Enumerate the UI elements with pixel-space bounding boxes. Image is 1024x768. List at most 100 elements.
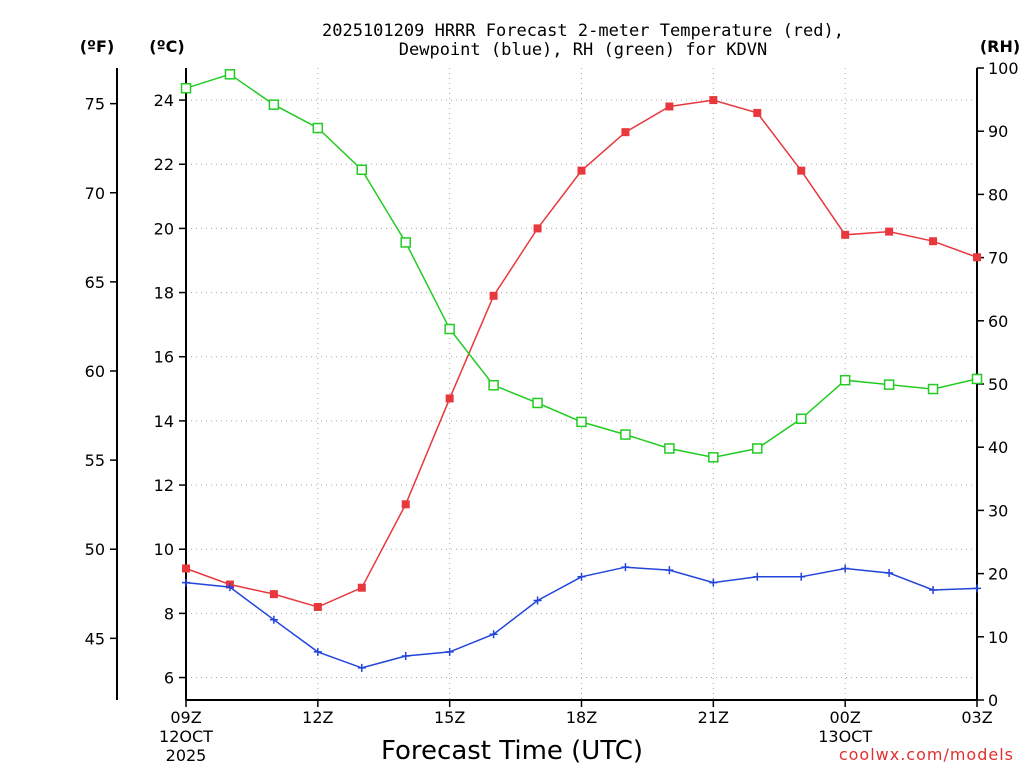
rh-point [883, 379, 895, 390]
time-tick-date-label: 12OCT [159, 727, 213, 746]
credit-text: coolwx.com/models [839, 745, 1014, 764]
fahrenheit-tick-label: 50 [85, 540, 105, 559]
temperature-point [577, 166, 586, 175]
rh-tick-label: 70 [988, 249, 1008, 268]
dewpoint-line [185, 566, 978, 669]
temperature-point [445, 394, 454, 403]
dewpoint-point [797, 572, 806, 581]
time-tick-label: 03Z [961, 708, 992, 727]
celsius-tick-label: 20 [154, 219, 174, 238]
temperature-point [182, 564, 190, 573]
celsius-tick-label: 16 [154, 348, 174, 367]
time-tick-label: 09Z [170, 708, 201, 727]
time-tick-date-label: 13OCT [818, 727, 872, 746]
dewpoint-point [753, 572, 762, 581]
rh-point [971, 373, 983, 385]
fahrenheit-tick-label: 65 [85, 273, 105, 292]
rh-point [224, 69, 236, 80]
rh-line [185, 73, 978, 459]
rh-unit-label: (RH) [980, 37, 1020, 56]
fahrenheit-unit-label: (ºF) [80, 37, 115, 56]
celsius-tick-label: 24 [154, 91, 174, 110]
dewpoint-series [182, 563, 981, 672]
time-tick-year-label: 2025 [166, 746, 207, 765]
dewpoint-point [489, 630, 498, 639]
rh-point [532, 397, 543, 409]
celsius-tick-label: 10 [154, 540, 174, 559]
temperature-point [621, 128, 630, 137]
time-tick-label: 18Z [566, 708, 597, 727]
time-tick-label: 12Z [302, 708, 333, 727]
temperature-point [665, 102, 674, 111]
rh-point [356, 164, 368, 176]
rh-point [664, 443, 675, 454]
celsius-tick-label: 22 [154, 155, 174, 174]
dewpoint-point [445, 647, 454, 656]
temperature-point [797, 166, 806, 175]
rh-tick-label: 40 [988, 438, 1008, 457]
temperature-point [401, 500, 410, 509]
rh-point [708, 452, 719, 463]
rh-tick-label: 0 [988, 691, 998, 710]
rh-tick-label: 90 [988, 122, 1008, 141]
rh-tick-label: 30 [988, 501, 1008, 520]
rh-tick-label: 80 [988, 185, 1008, 204]
dewpoint-point [621, 563, 630, 572]
dewpoint-point [357, 663, 366, 672]
celsius-tick-label: 14 [154, 412, 174, 431]
temperature-point [841, 230, 850, 239]
temperature-point [357, 583, 366, 592]
temperature-point [973, 253, 981, 262]
fahrenheit-tick-label: 75 [85, 95, 105, 114]
chart-title-line2: Dewpoint (blue), RH (green) for KDVN [399, 40, 767, 60]
fahrenheit-tick-label: 55 [85, 451, 105, 470]
rh-point [927, 383, 939, 395]
dewpoint-point [401, 652, 410, 661]
data-series [180, 69, 983, 672]
rh-tick-label: 50 [988, 375, 1008, 394]
temperature-point [885, 227, 894, 236]
rh-point [576, 416, 587, 428]
celsius-tick-label: 6 [164, 669, 174, 688]
temperature-point [753, 108, 762, 117]
rh-point [488, 380, 499, 391]
dewpoint-point [709, 578, 718, 587]
rh-series [180, 69, 983, 463]
fahrenheit-tick-label: 60 [85, 362, 105, 381]
rh-point [268, 99, 280, 110]
rh-point [400, 237, 411, 248]
dewpoint-point [577, 572, 586, 581]
rh-point [752, 443, 763, 454]
x-axis-label: Forecast Time (UTC) [381, 736, 643, 766]
dewpoint-point [665, 566, 674, 575]
dewpoint-point [533, 596, 542, 605]
grid-lines [186, 68, 977, 700]
dewpoint-point [841, 564, 850, 573]
dewpoint-point [225, 583, 234, 592]
tick-labels: 6 8 10 12 14 16 18 20 22 24 45 50 55 60 65 70 75 0 10 20 30 4… [85, 59, 1019, 765]
rh-tick-label: 20 [988, 565, 1008, 584]
temperature-point [269, 590, 278, 599]
temperature-point [709, 96, 718, 105]
rh-point [312, 122, 324, 134]
rh-tick-label: 10 [988, 628, 1008, 647]
dewpoint-point [269, 615, 278, 624]
dewpoint-point [182, 578, 190, 587]
chart-title-line1: 2025101209 HRRR Forecast 2-meter Tempera… [322, 21, 844, 41]
celsius-unit-label: (ºC) [149, 37, 184, 56]
rh-point [444, 323, 455, 335]
dewpoint-point [313, 647, 322, 656]
celsius-tick-label: 18 [154, 284, 174, 303]
dewpoint-point [929, 585, 938, 594]
axes [110, 67, 984, 707]
rh-point [839, 374, 851, 386]
rh-point [795, 413, 807, 425]
time-tick-label: 15Z [434, 708, 465, 727]
rh-point [620, 429, 631, 440]
temperature-point [929, 237, 938, 246]
rh-point [180, 82, 192, 94]
temperature-point [313, 602, 322, 611]
time-tick-label: 21Z [698, 708, 729, 727]
rh-tick-label: 100 [988, 59, 1019, 78]
